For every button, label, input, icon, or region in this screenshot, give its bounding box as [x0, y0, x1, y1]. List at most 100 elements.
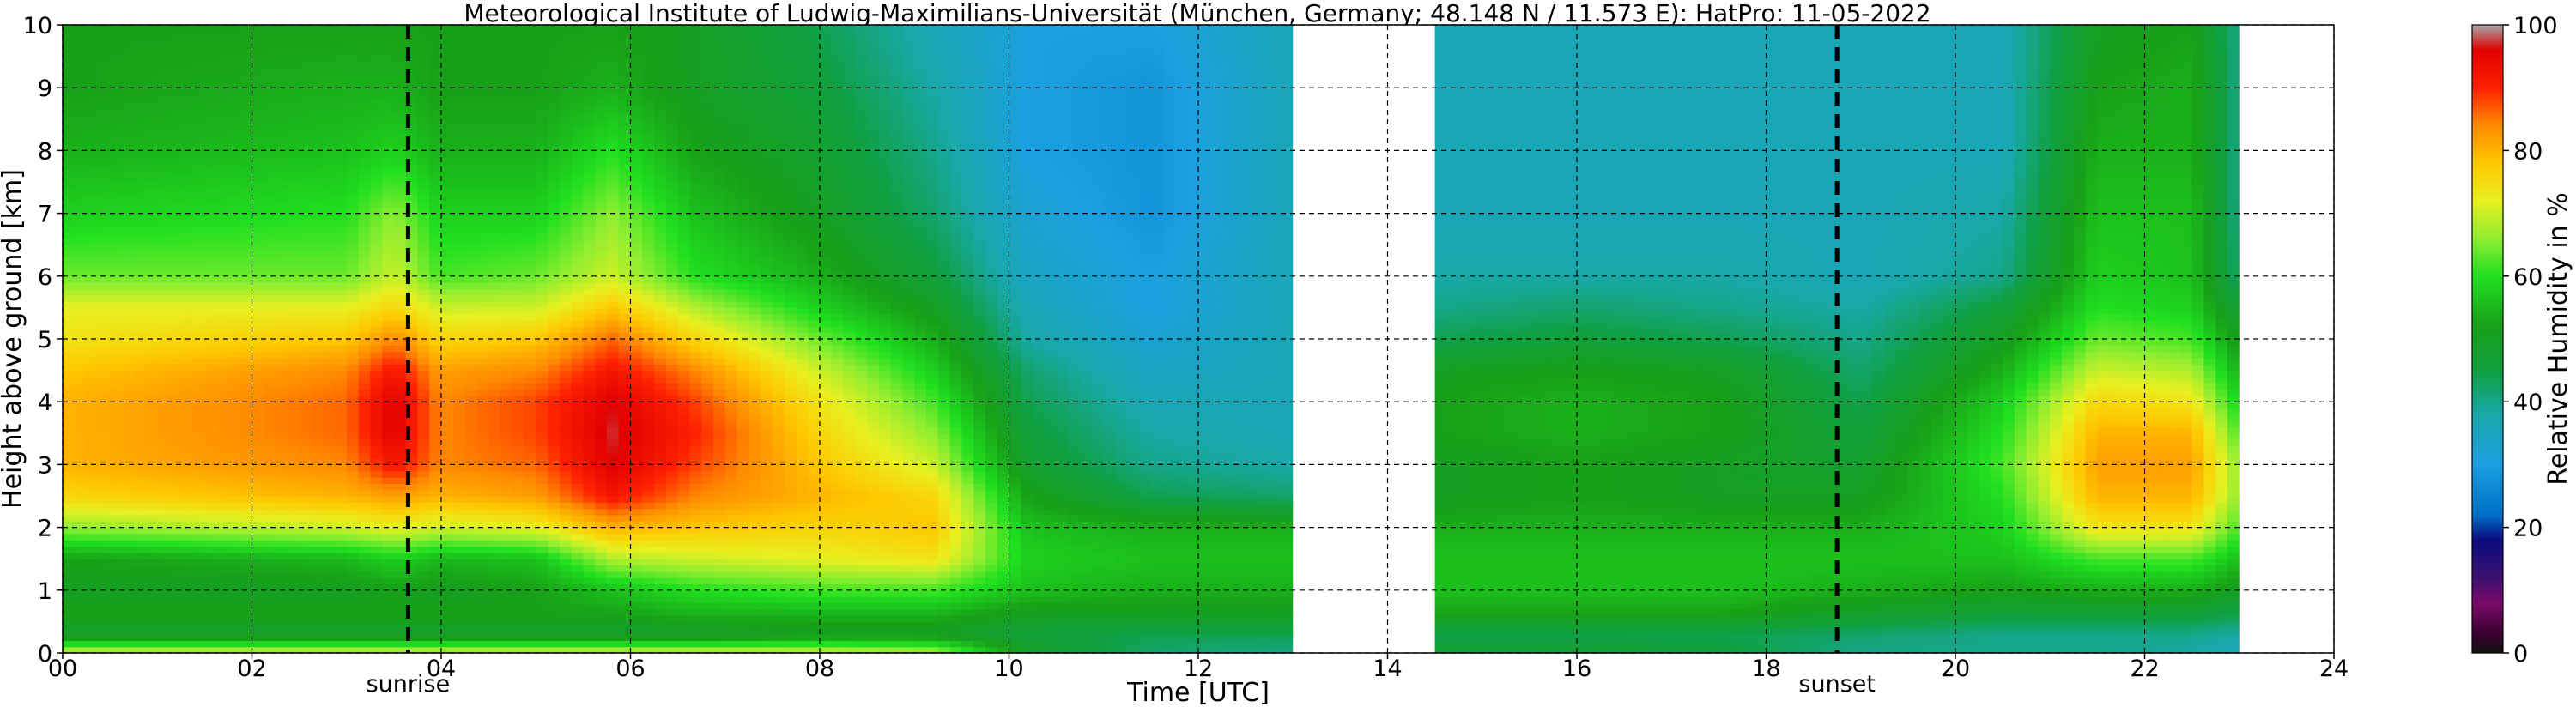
heatmap-cell — [382, 100, 395, 107]
heatmap-cell — [252, 364, 264, 372]
heatmap-cell — [512, 470, 525, 478]
heatmap-cell — [133, 106, 147, 114]
heatmap-cell — [452, 470, 466, 478]
heatmap-cell — [216, 94, 229, 101]
heatmap-cell — [524, 137, 536, 145]
heatmap-cell — [382, 357, 395, 365]
heatmap-cell — [239, 351, 253, 359]
heatmap-cell — [642, 118, 655, 126]
heatmap-cell — [239, 540, 253, 547]
heatmap-cell — [192, 546, 205, 553]
heatmap-cell — [606, 50, 620, 57]
heatmap-cell — [145, 559, 158, 566]
heatmap-cell — [393, 313, 407, 321]
heatmap-cell — [216, 483, 229, 491]
heatmap-cell — [512, 31, 525, 39]
heatmap-cell — [452, 131, 466, 139]
heatmap-cell — [417, 414, 430, 421]
heatmap-cell — [252, 37, 264, 45]
heatmap-cell — [192, 213, 205, 221]
heatmap-cell — [252, 257, 264, 264]
heatmap-cell — [180, 477, 194, 484]
heatmap-cell — [358, 496, 371, 503]
heatmap-cell — [264, 275, 276, 283]
heatmap-cell — [239, 552, 253, 559]
heatmap-cell — [311, 69, 324, 76]
heatmap-cell — [74, 577, 88, 585]
heatmap-cell — [476, 602, 489, 610]
heatmap-cell — [145, 69, 158, 76]
heatmap-cell — [441, 565, 454, 572]
heatmap-cell — [630, 320, 643, 327]
heatmap-cell — [180, 546, 194, 553]
heatmap-cell — [382, 339, 395, 346]
heatmap-cell — [98, 118, 111, 126]
heatmap-cell — [192, 521, 205, 529]
heatmap-cell — [441, 402, 454, 409]
heatmap-cell — [133, 88, 147, 95]
heatmap-cell — [464, 389, 477, 396]
heatmap-cell — [264, 634, 276, 641]
heatmap-cell — [239, 43, 253, 51]
heatmap-cell — [323, 432, 336, 440]
heatmap-cell — [583, 621, 596, 629]
heatmap-cell — [227, 521, 241, 529]
heatmap-cell — [204, 207, 217, 215]
heatmap-cell — [74, 432, 88, 440]
heatmap-cell — [524, 646, 536, 654]
heatmap-cell — [405, 213, 419, 221]
heatmap-cell — [393, 194, 407, 202]
heatmap-cell — [252, 345, 264, 353]
heatmap-cell — [642, 364, 655, 372]
heatmap-cell — [346, 257, 360, 264]
heatmap-cell — [382, 426, 395, 434]
heatmap-cell — [204, 238, 217, 245]
heatmap-cell — [299, 313, 312, 321]
heatmap-cell — [393, 320, 407, 327]
heatmap-cell — [429, 571, 442, 578]
heatmap-cell — [110, 527, 123, 535]
heatmap-cell — [571, 288, 584, 296]
heatmap-cell — [583, 169, 596, 177]
heatmap-cell — [606, 552, 620, 559]
heatmap-cell — [121, 43, 135, 51]
heatmap-cell — [180, 75, 194, 82]
heatmap-cell — [264, 100, 276, 107]
heatmap-cell — [133, 483, 147, 491]
heatmap-cell — [110, 294, 123, 302]
heatmap-cell — [488, 640, 501, 648]
heatmap-cell — [346, 213, 360, 221]
heatmap-cell — [452, 150, 466, 158]
heatmap-cell — [524, 514, 536, 522]
heatmap-cell — [595, 232, 608, 239]
heatmap-cell — [524, 426, 536, 434]
heatmap-cell — [86, 269, 99, 277]
heatmap-cell — [370, 25, 383, 32]
heatmap-cell — [393, 583, 407, 591]
heatmap-cell — [405, 470, 419, 478]
heatmap-cell — [299, 420, 312, 428]
heatmap-cell — [512, 615, 525, 622]
heatmap-cell — [192, 426, 205, 434]
heatmap-cell — [559, 182, 573, 189]
heatmap-cell — [276, 458, 288, 465]
heatmap-cell — [464, 282, 477, 290]
heatmap-cell — [559, 94, 573, 101]
heatmap-cell — [559, 514, 573, 522]
heatmap-cell — [299, 50, 312, 57]
heatmap-cell — [145, 414, 158, 421]
heatmap-cell — [74, 445, 88, 453]
heatmap-cell — [559, 477, 573, 484]
heatmap-cell — [133, 458, 147, 465]
heatmap-cell — [417, 219, 430, 227]
heatmap-cell — [595, 100, 608, 107]
heatmap-cell — [464, 69, 477, 76]
heatmap-cell — [192, 294, 205, 302]
heatmap-cell — [169, 213, 182, 221]
heatmap-cell — [204, 150, 217, 158]
heatmap-cell — [63, 565, 76, 572]
heatmap-cell — [98, 94, 111, 101]
heatmap-cell — [86, 445, 99, 453]
heatmap-cell — [524, 414, 536, 421]
heatmap-cell — [358, 320, 371, 327]
